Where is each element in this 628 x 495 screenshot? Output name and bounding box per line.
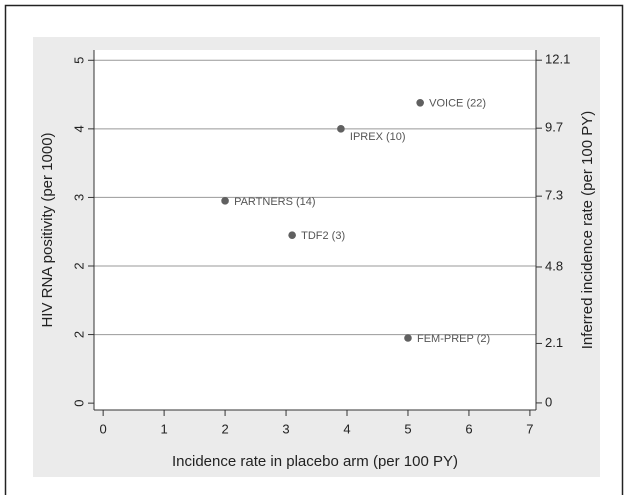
y-tick-label: 2 [71,262,86,269]
x-axis-title: Incidence rate in placebo arm (per 100 P… [172,453,458,470]
point-label: IPREX (10) [350,131,406,143]
x-tick-label: 3 [282,421,289,436]
point [288,231,296,239]
point [337,125,345,133]
y2-tick-label: 0 [545,394,552,409]
x-tick-label: 0 [100,421,107,436]
point-label: PARTNERS (14) [234,196,316,208]
y2-tick-label: 12.1 [545,52,570,67]
x-tick-label: 2 [221,421,228,436]
y2-tick-label: 9.7 [545,120,563,135]
y-axis-title: HIV RNA positivity (per 1000) [39,132,56,327]
y2-tick-label: 7.3 [545,188,563,203]
x-tick-label: 5 [404,421,411,436]
x-tick-label: 4 [343,421,350,436]
point [404,334,412,342]
x-tick-label: 7 [526,421,533,436]
plot-area [94,50,536,410]
y2-tick-label: 4.8 [545,258,563,273]
y-tick-label: 0 [71,400,86,407]
point [416,99,424,107]
grid [94,59,536,336]
x-tick-label: 6 [465,421,472,436]
y-tick-label: 5 [71,57,86,64]
y-tick-label: 2 [71,331,86,338]
y-tick-label: 3 [71,194,86,201]
y-tick-label: 4 [71,125,86,132]
point-label: TDF2 (3) [301,230,345,242]
point-label: VOICE (22) [429,98,486,110]
point-label: FEM-PREP (2) [417,333,490,345]
y2-axis-title: Inferred incidence rate (per 100 PY) [579,111,596,349]
x-tick-label: 1 [160,421,167,436]
point [221,197,229,205]
y2-tick-label: 2.1 [545,335,563,350]
